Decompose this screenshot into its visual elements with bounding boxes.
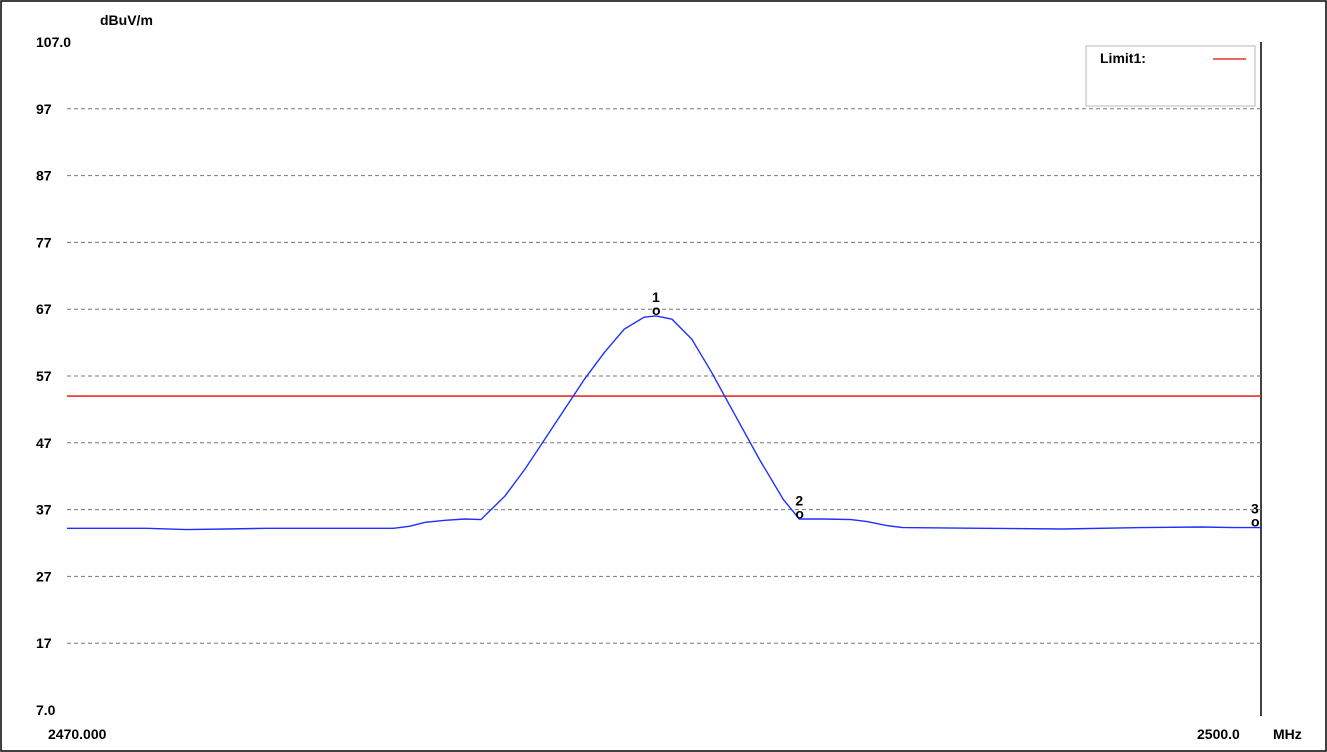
- legend-box: [1085, 45, 1256, 107]
- y-tick-label: 57: [36, 368, 52, 384]
- series-group: [67, 315, 1261, 531]
- x-tick-label: 2500.0: [1197, 726, 1240, 742]
- y-tick-label: 27: [36, 568, 52, 584]
- y-tick-label: 7.0: [36, 702, 56, 718]
- x-tick-labels: 2470.000 2500.0: [48, 726, 1240, 742]
- marker-symbol: o: [1251, 514, 1260, 530]
- y-tick-label: 37: [36, 502, 52, 518]
- marker-number: 2: [795, 493, 803, 509]
- y-tick-label: 17: [36, 635, 52, 651]
- legend: Limit1:: [1085, 45, 1256, 107]
- marker-number: 3: [1251, 501, 1259, 517]
- y-tick-label: 107.0: [36, 34, 71, 50]
- y-tick-label: 87: [36, 168, 52, 184]
- legend-label: Limit1:: [1100, 50, 1146, 66]
- x-tick-label: 2470.000: [48, 726, 107, 742]
- y-axis-unit: dBuV/m: [100, 12, 153, 28]
- marker-symbol: o: [652, 302, 661, 318]
- y-tick-labels: 107.0 97 87 77 67 57 47 37 27 17 7.0: [36, 34, 71, 718]
- measurement-trace: [67, 315, 1261, 531]
- x-axis-unit: MHz: [1273, 726, 1302, 742]
- grid-lines: [67, 108, 1261, 644]
- marker-number: 1: [652, 289, 660, 305]
- y-tick-label: 67: [36, 301, 52, 317]
- marker-symbol: o: [795, 506, 804, 522]
- y-tick-label: 77: [36, 234, 52, 250]
- y-tick-label: 97: [36, 101, 52, 117]
- y-tick-label: 47: [36, 435, 52, 451]
